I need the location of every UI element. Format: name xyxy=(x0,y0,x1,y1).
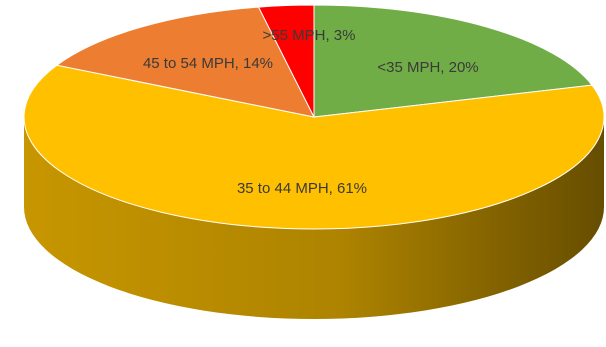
pie-side-35-to-44-mph xyxy=(24,117,604,319)
pie-top-layer xyxy=(23,4,605,230)
slice-label-55-mph: >55 MPH, 3% xyxy=(263,27,356,44)
pie-slice-45-to-54-mph xyxy=(55,6,315,118)
slice-label-35-to-44-mph: 35 to 44 MPH, 61% xyxy=(237,180,367,197)
slice-label-35-mph: <35 MPH, 20% xyxy=(377,59,478,76)
pie-slice-35-mph xyxy=(313,4,593,118)
pie-slice-35-to-44-mph xyxy=(23,64,605,230)
slice-label-45-to-54-mph: 45 to 54 MPH, 14% xyxy=(143,55,273,72)
pie-slice-55-mph xyxy=(257,4,315,118)
pie-label-layer: <35 MPH, 20% 35 to 44 MPH, 61% 45 to 54 MP… xyxy=(143,27,479,197)
pie-side-layer xyxy=(24,117,604,319)
